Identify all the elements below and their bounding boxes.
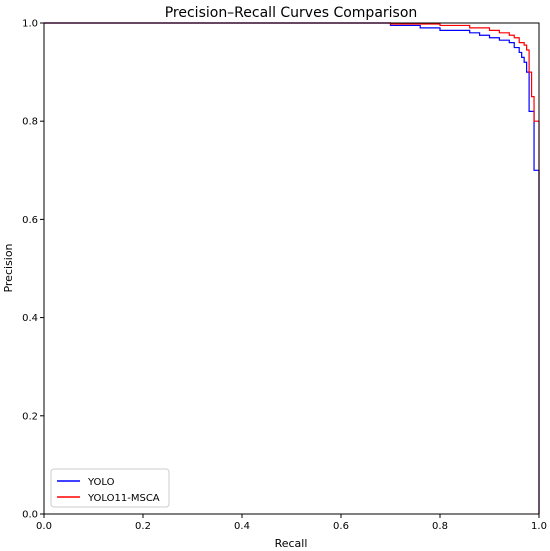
legend: YOLO YOLO11-MSCA — [50, 468, 170, 508]
y-tick-label: 0.6 — [22, 215, 38, 226]
series-line-1 — [44, 22, 540, 514]
x-tick-label: 1.0 — [531, 521, 547, 532]
x-tick-label: 0.0 — [36, 521, 52, 532]
x-tick-label: 0.4 — [234, 521, 250, 532]
legend-label-1: YOLO — [87, 477, 115, 488]
y-tick-label: 0.8 — [22, 117, 38, 128]
y-tick-label: 0.4 — [22, 313, 38, 324]
legend-box — [50, 468, 170, 508]
series-line-2 — [44, 22, 540, 514]
x-tick-label: 0.2 — [135, 521, 151, 532]
y-axis: 0.0 0.2 0.4 0.6 0.8 1.0 — [22, 19, 44, 521]
legend-label-2: YOLO11-MSCA — [87, 493, 160, 504]
y-tick-label: 0.2 — [22, 411, 38, 422]
x-tick-label: 0.8 — [432, 521, 448, 532]
y-tick-label: 0.0 — [22, 510, 38, 521]
chart-title: Precision–Recall Curves Comparison — [165, 5, 418, 21]
x-axis: 0.0 0.2 0.4 0.6 0.8 1.0 — [36, 514, 547, 532]
y-tick-label: 1.0 — [22, 19, 38, 30]
y-axis-label: Precision — [2, 243, 15, 292]
x-axis-label: Recall — [275, 537, 308, 550]
axes-frame — [43, 22, 540, 515]
x-tick-label: 0.6 — [333, 521, 349, 532]
plot-area — [44, 22, 540, 514]
